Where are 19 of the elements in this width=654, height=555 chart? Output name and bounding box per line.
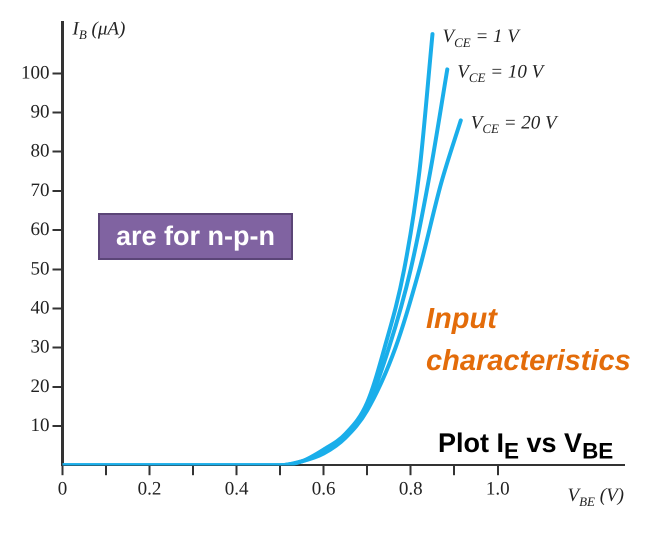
x-tick-label: 1.0 [486,478,510,500]
y-tick-label: 70 [30,180,50,201]
x-tick-label: 0.8 [398,478,423,500]
y-tick-label: 90 [30,102,50,123]
x-tick-label: 0.6 [312,478,336,500]
y-tick-label: 60 [30,219,50,240]
annotation: Plot I$_{E}$ vs V$_{BE}$ [438,428,614,464]
y-tick-label: 20 [30,376,50,397]
y-tick-label: 50 [30,258,50,280]
y-tick-label: 30 [30,336,50,358]
x-tick-label: 0 [58,478,68,500]
y-tick-label: 10 [30,415,50,436]
y-tick-label: 40 [30,297,50,318]
x-tick-label: 0.2 [138,478,162,500]
x-tick-label: 0.4 [224,478,249,500]
y-tick-label: 100 [21,62,50,84]
annotation: Input characteristics [426,302,632,379]
y-tick-label: 80 [30,140,50,162]
annotation: are for n-p-n [98,213,293,260]
